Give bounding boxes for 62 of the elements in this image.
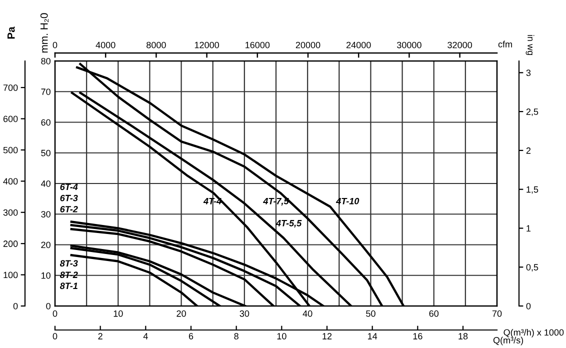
x2-axis-title: Q(m³/s) bbox=[493, 336, 524, 346]
x2-tick-label: 0 bbox=[52, 333, 58, 340]
text: 30000 bbox=[396, 42, 422, 48]
y3-tick-label: 2,5 bbox=[526, 108, 538, 116]
x-tick-label: 20 bbox=[176, 310, 186, 317]
y3-tick-label: 3 bbox=[526, 70, 531, 76]
y3-tick-label: 0 bbox=[526, 302, 531, 310]
annotation: 6T-4 bbox=[60, 184, 78, 190]
y2-tick-label: 100 bbox=[4, 272, 18, 278]
x2-tick-label: 4 bbox=[143, 333, 148, 340]
text: 24000 bbox=[346, 42, 371, 48]
x2-tick-label: 18 bbox=[458, 333, 468, 340]
y-tick-label: 70 bbox=[41, 88, 50, 95]
x-tick-label: 0 bbox=[52, 310, 58, 317]
x-tick-label: 60 bbox=[429, 310, 439, 317]
y-tick-label: 60 bbox=[41, 119, 50, 126]
y2-tick-label: 700 bbox=[3, 84, 18, 91]
y2-axis-title: Pa bbox=[8, 26, 15, 39]
x2-tick-label: 10 bbox=[277, 333, 286, 340]
annotation: 8T-3 bbox=[60, 260, 78, 267]
y2-tick-label: 300 bbox=[3, 209, 18, 216]
y2-tick-label: 200 bbox=[3, 240, 18, 247]
text: 12000 bbox=[194, 42, 219, 48]
text: 0 bbox=[52, 42, 58, 48]
y-tick-label: 0 bbox=[46, 302, 50, 310]
y2-tick-label: 0 bbox=[13, 302, 18, 310]
y-tick-label: 30 bbox=[41, 211, 50, 218]
y3-tick-label: 0,5 bbox=[526, 264, 538, 272]
y-tick-label: 40 bbox=[41, 180, 50, 187]
text: 8000 bbox=[146, 42, 166, 48]
y-tick-label: 10 bbox=[41, 272, 50, 279]
text: 32000 bbox=[448, 42, 472, 48]
y3-tick-label: 2 bbox=[526, 147, 531, 154]
y2-tick-label: 500 bbox=[3, 146, 18, 154]
y2-tick-label: 600 bbox=[3, 116, 18, 122]
y-tick-label: 80 bbox=[41, 58, 50, 64]
x2-tick-label: 6 bbox=[188, 333, 194, 340]
text: 20000 bbox=[296, 42, 320, 48]
x2-tick-label: 14 bbox=[368, 333, 378, 340]
y3-axis-title: in wg bbox=[526, 35, 534, 55]
x2-tick-label: 12 bbox=[322, 333, 332, 340]
text: cfm bbox=[498, 40, 512, 48]
x-tick-label: 70 bbox=[492, 310, 502, 317]
annotation: 8T-1 bbox=[60, 282, 78, 290]
y2-tick-label: 400 bbox=[3, 178, 18, 185]
y-tick-label: 50 bbox=[41, 150, 50, 156]
y3-tick-label: 1,5 bbox=[526, 186, 538, 194]
annotation: 6T-2 bbox=[60, 206, 78, 212]
x-tick-label: 40 bbox=[302, 310, 312, 317]
x2-tick-label: 2 bbox=[98, 333, 102, 340]
x2-tick-label: 8 bbox=[234, 333, 238, 340]
text: 4000 bbox=[96, 42, 116, 48]
y-axis-title: mm. H₂0 bbox=[40, 13, 49, 53]
x-axis-title: Q(m³/h) x 1000 bbox=[504, 329, 564, 338]
x-tick-label: 10 bbox=[114, 310, 123, 317]
x-tick-label: 50 bbox=[366, 310, 376, 317]
x-tick-label: 30 bbox=[240, 310, 250, 317]
text: 16000 bbox=[246, 42, 270, 48]
annotation: 6T-3 bbox=[60, 194, 78, 202]
y-tick-label: 20 bbox=[41, 242, 50, 248]
x2-tick-label: 16 bbox=[413, 333, 422, 340]
y3-tick-label: 1 bbox=[526, 225, 531, 232]
